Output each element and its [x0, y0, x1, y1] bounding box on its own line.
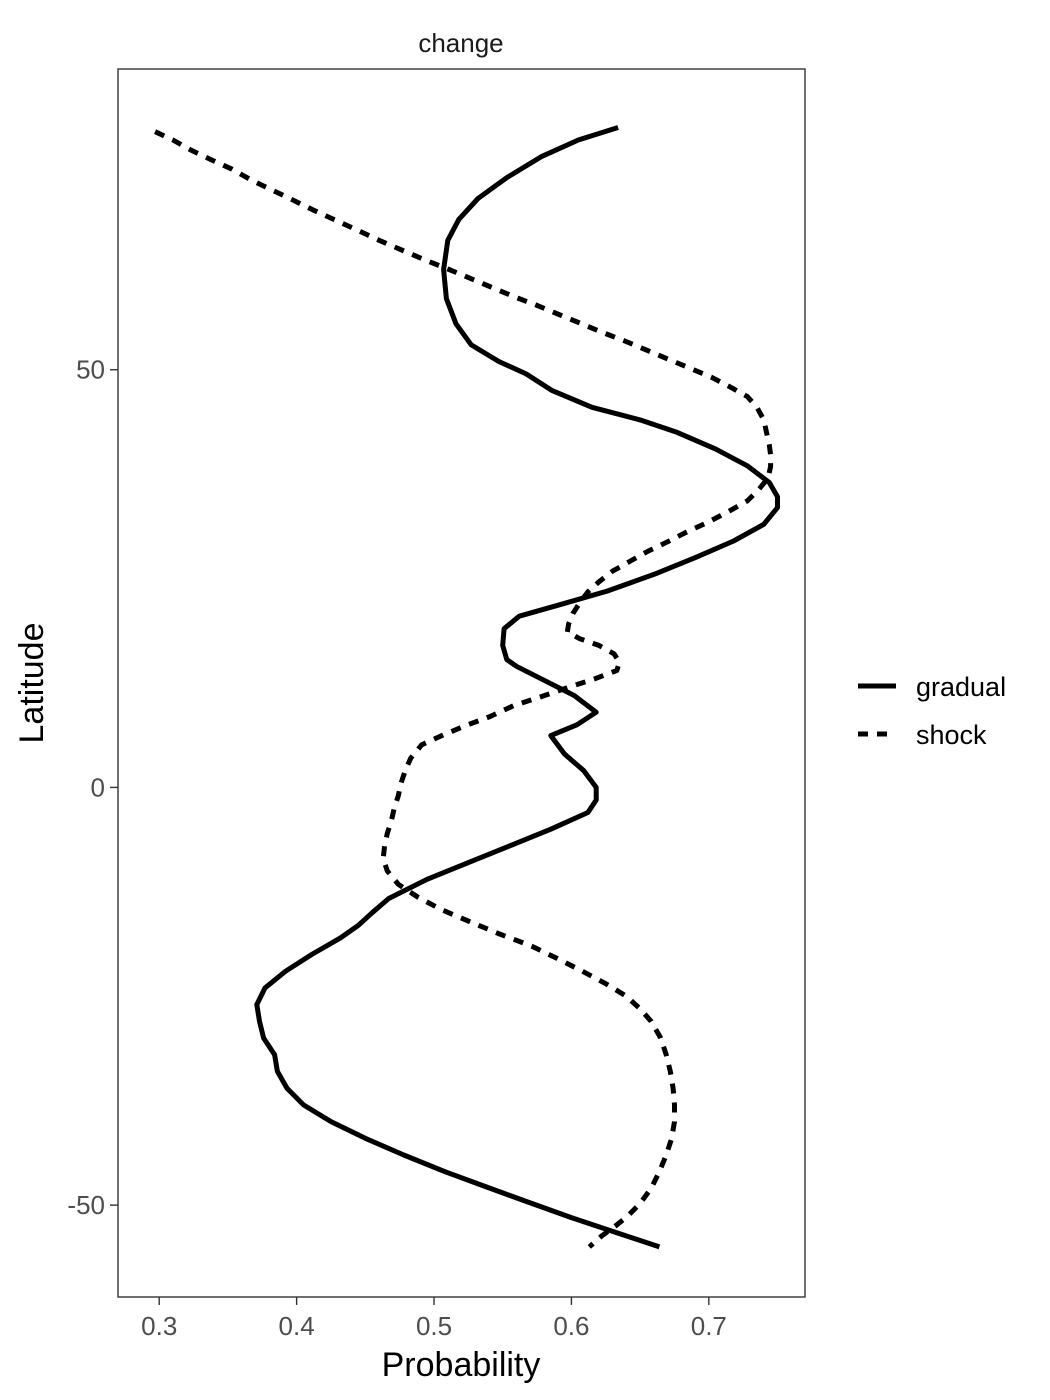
y-tick-label: -50 — [67, 1190, 105, 1220]
x-tick-label: 0.5 — [416, 1311, 452, 1341]
legend-label-gradual: gradual — [916, 672, 1006, 702]
y-axis: -50 0 50 — [67, 355, 118, 1220]
legend: gradual shock — [858, 672, 1006, 750]
plot-panel — [117, 68, 806, 1298]
series-line-shock — [154, 129, 774, 1249]
series-layer — [154, 125, 780, 1250]
y-axis-title: Latitude — [13, 623, 51, 744]
x-tick-label: 0.4 — [279, 1311, 315, 1341]
y-tick-label: 50 — [76, 355, 105, 385]
x-axis: 0.3 0.4 0.5 0.6 0.7 — [141, 1297, 727, 1341]
legend-label-shock: shock — [916, 720, 987, 750]
x-tick-label: 0.3 — [141, 1311, 177, 1341]
series-line-gradual — [254, 125, 780, 1250]
x-axis-title: Probability — [382, 1346, 541, 1384]
x-tick-label: 0.6 — [553, 1311, 589, 1341]
x-tick-label: 0.7 — [691, 1311, 727, 1341]
chart-title: change — [418, 28, 503, 58]
y-tick-label: 0 — [91, 772, 105, 802]
